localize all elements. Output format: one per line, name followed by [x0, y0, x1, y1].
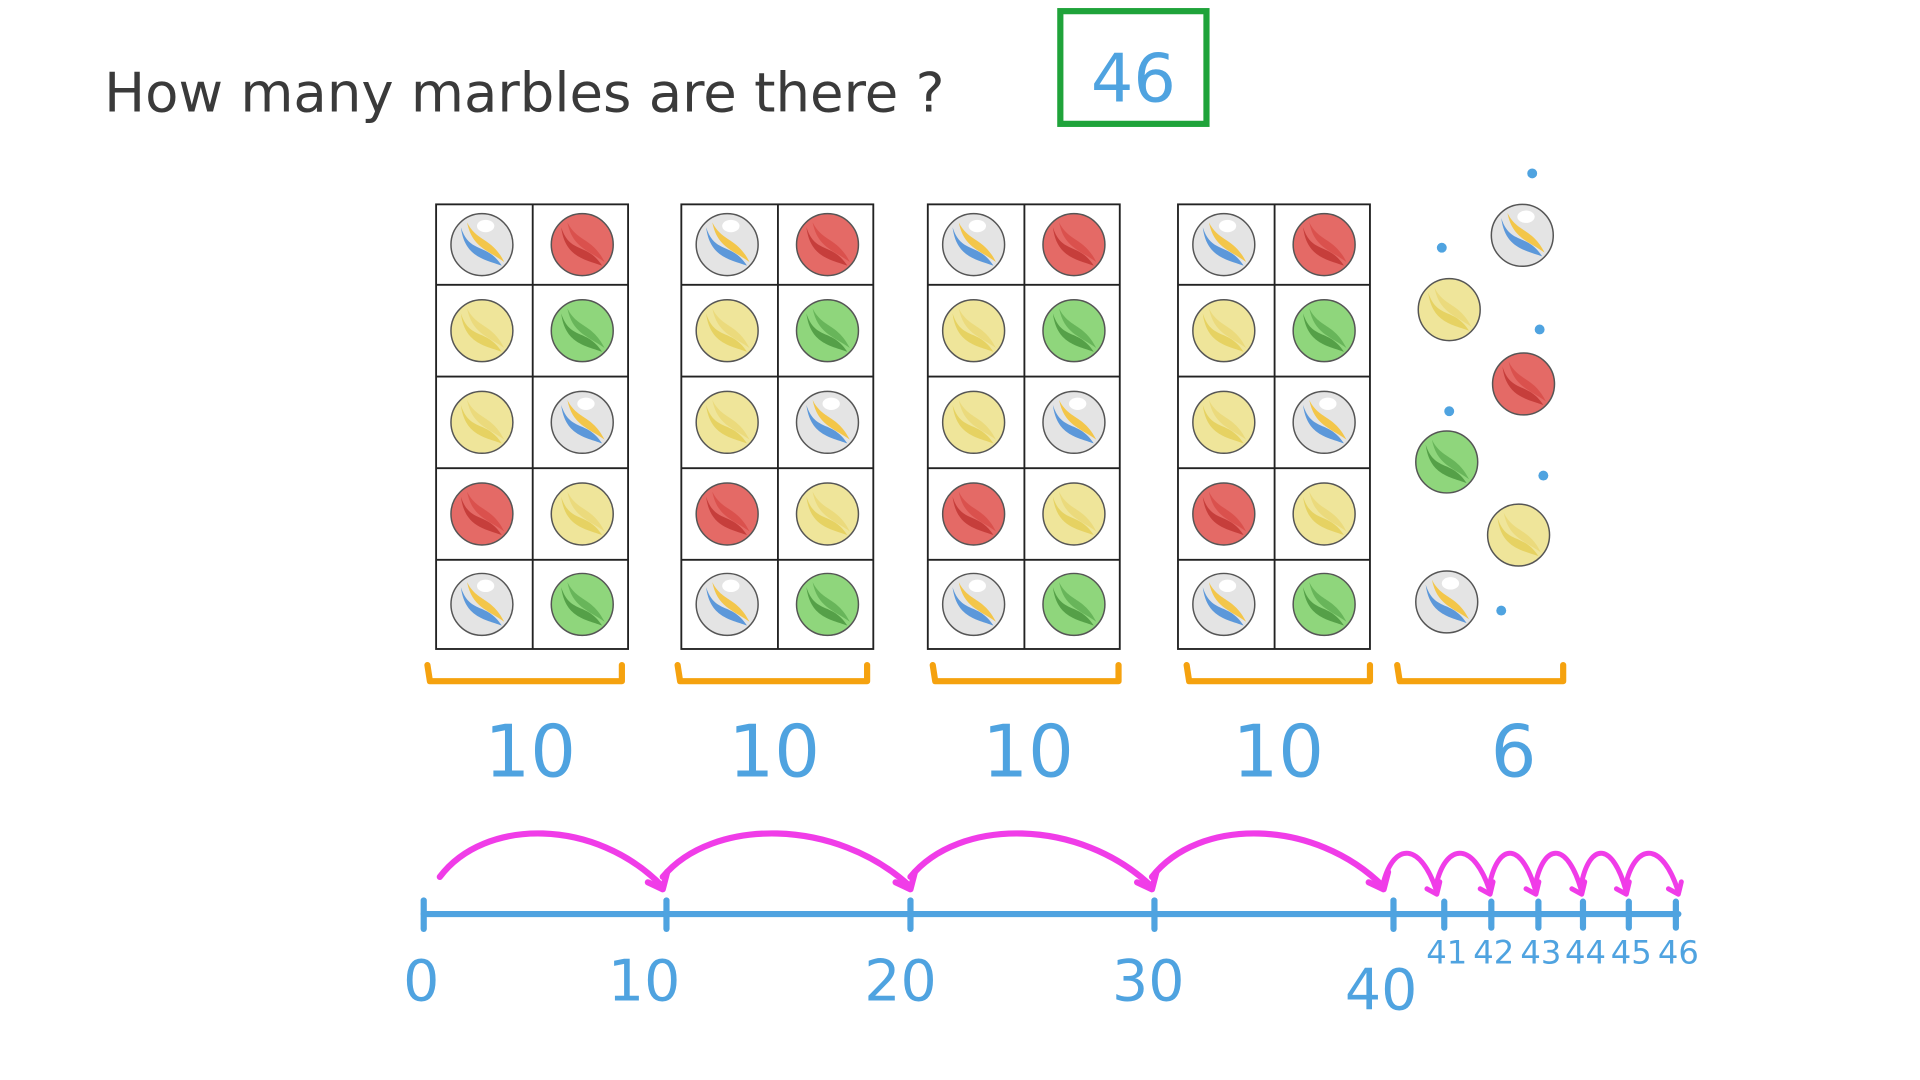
marble-white	[450, 212, 514, 277]
marble-white	[450, 572, 514, 637]
marble-white	[1490, 203, 1554, 268]
group-count-label: 10	[485, 710, 576, 794]
marble-red	[941, 482, 1006, 546]
marble-yellow	[941, 390, 1006, 455]
marble-yellow	[1042, 482, 1106, 546]
marble-green	[795, 298, 860, 363]
marble-green	[1042, 572, 1106, 637]
count-dot	[1444, 406, 1455, 417]
marble-white	[795, 390, 860, 455]
group-count-label: 10	[729, 710, 820, 794]
jump-arrow	[1579, 850, 1632, 897]
marble-white	[1415, 570, 1479, 634]
marble-yellow	[1486, 503, 1551, 567]
question-title: How many marbles are there ?	[104, 60, 944, 124]
marble-red	[795, 212, 860, 277]
marble-yellow	[1292, 482, 1356, 546]
marble-red	[1042, 212, 1106, 277]
ten-frame	[926, 203, 1121, 650]
marble-yellow	[450, 390, 514, 455]
marble-red	[550, 212, 614, 277]
marble-green	[1415, 430, 1479, 494]
marble-yellow	[795, 482, 860, 546]
tick-label-major: 40	[1345, 957, 1418, 1023]
marble-yellow	[695, 390, 759, 455]
jump-arrow	[659, 830, 919, 893]
answer-box	[1057, 8, 1210, 127]
tick-label-minor: 44	[1565, 934, 1606, 972]
marble-green	[1292, 572, 1356, 637]
tick-label-major: 10	[608, 949, 680, 1015]
marble-yellow	[550, 482, 614, 546]
marble-green	[1292, 298, 1356, 363]
count-dot	[1527, 168, 1538, 179]
ten-frame	[680, 203, 875, 650]
marble-green	[1042, 298, 1106, 363]
marble-red	[1192, 482, 1256, 546]
marble-white	[1192, 572, 1256, 637]
marble-yellow	[450, 298, 514, 363]
count-dot	[1496, 605, 1507, 616]
jump-arrow	[1487, 850, 1542, 897]
group-bracket	[1394, 661, 1567, 685]
group-bracket	[674, 661, 871, 685]
marble-green	[795, 572, 860, 637]
tick-label-minor: 45	[1611, 934, 1652, 972]
ten-frames	[435, 203, 1371, 650]
jump-arrow	[436, 830, 671, 893]
ten-frame	[435, 203, 630, 650]
marble-red	[1292, 212, 1356, 277]
marble-green	[550, 572, 614, 637]
loose-marbles	[1415, 168, 1556, 634]
group-bracket	[424, 661, 625, 685]
tick-label-minor: 42	[1473, 934, 1514, 972]
marble-white	[695, 572, 759, 637]
group-count-label: 10	[1233, 710, 1324, 794]
marble-green	[550, 298, 614, 363]
group-count-label: 6	[1491, 710, 1537, 794]
marble-red	[695, 482, 759, 546]
answer-value: 46	[1091, 40, 1176, 118]
marble-white	[1292, 390, 1356, 455]
marble-yellow	[695, 298, 759, 363]
jump-arrow	[1148, 830, 1392, 893]
jump-arrow	[1434, 850, 1496, 897]
group-count-label: 10	[982, 710, 1073, 794]
marble-yellow	[1417, 277, 1481, 342]
marble-white	[1042, 390, 1106, 455]
ten-frame	[1177, 203, 1371, 650]
tick-label-major: 0	[403, 949, 439, 1015]
marble-red	[1491, 352, 1556, 416]
count-dot	[1436, 242, 1447, 253]
marble-yellow	[1192, 390, 1256, 455]
jump-arrow	[1533, 850, 1588, 897]
marble-yellow	[1192, 298, 1256, 363]
tick-label-minor: 41	[1426, 934, 1467, 972]
tick-label-minor: 43	[1520, 934, 1561, 972]
tick-label-major: 20	[864, 949, 937, 1015]
marble-white	[695, 212, 759, 277]
group-bracket	[1183, 661, 1374, 685]
marble-yellow	[941, 298, 1006, 363]
group-bracket	[929, 661, 1122, 685]
tick-label-minor: 46	[1658, 934, 1699, 972]
marble-white	[1192, 212, 1256, 277]
count-dot	[1538, 470, 1549, 481]
marble-white	[550, 390, 614, 455]
marble-white	[941, 572, 1006, 637]
marble-red	[450, 482, 514, 546]
group-brackets: 10 10 10 10 6	[424, 661, 1567, 794]
jump-arrow	[1381, 850, 1443, 897]
marble-white	[941, 212, 1006, 277]
jump-arrow	[1623, 850, 1684, 897]
tick-label-major: 30	[1112, 949, 1185, 1015]
count-dot	[1534, 324, 1545, 335]
jump-arrow	[907, 830, 1160, 893]
